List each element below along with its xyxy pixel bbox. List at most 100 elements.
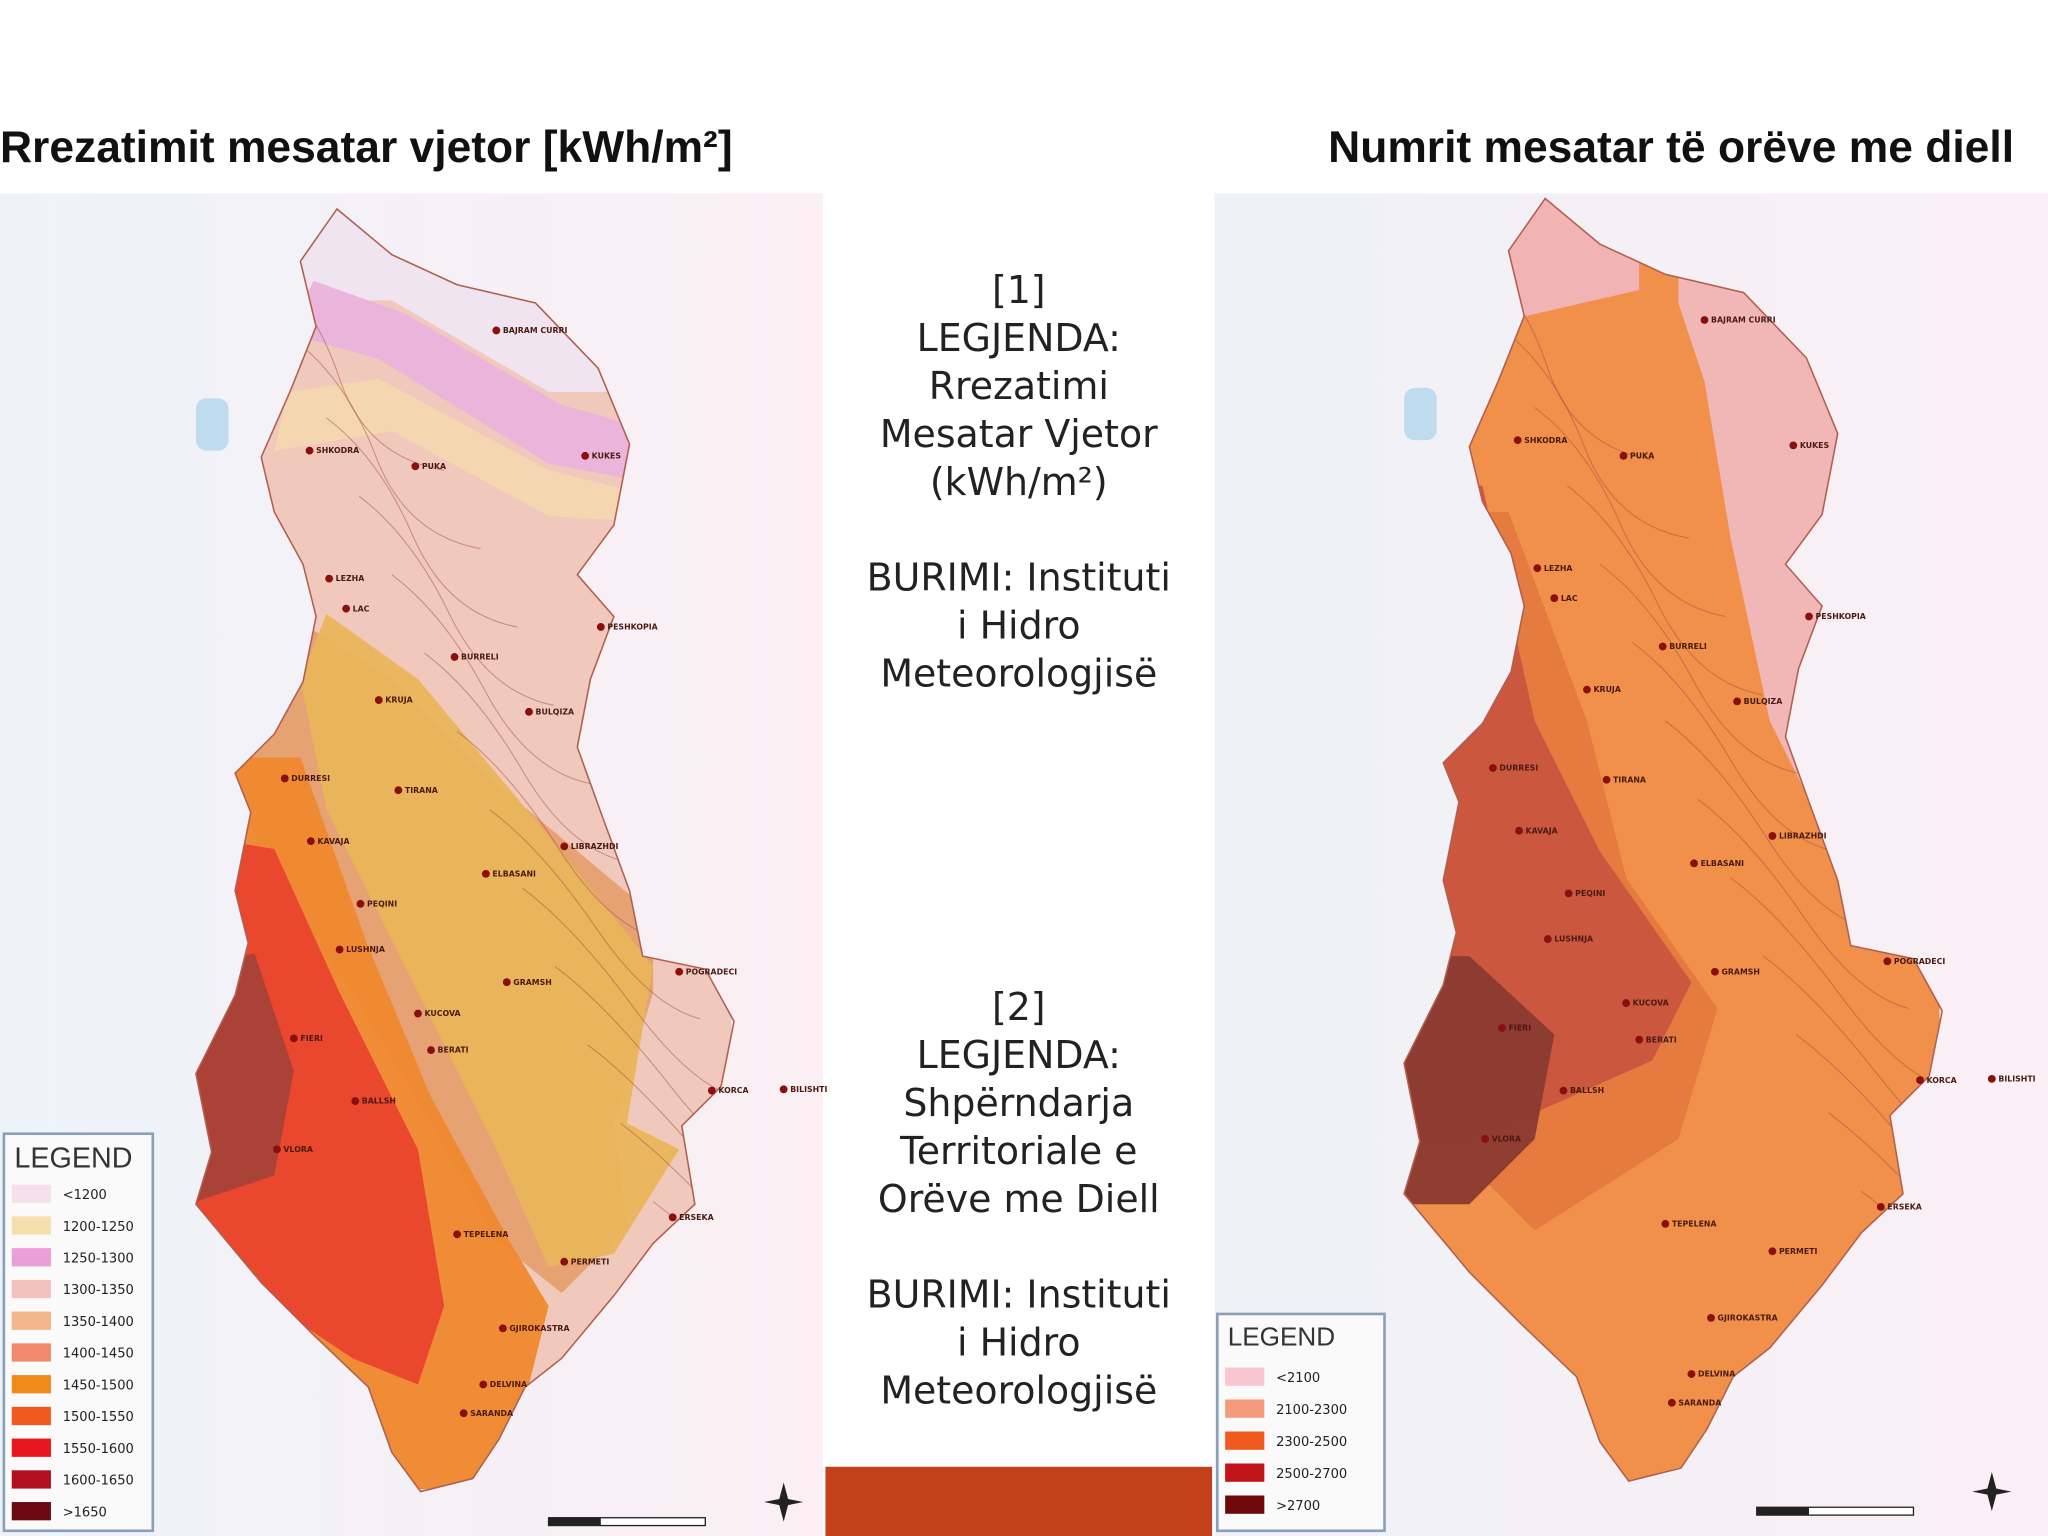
city-label: LAC — [1561, 594, 1578, 603]
city-dot — [1883, 957, 1892, 966]
legend-swatch — [11, 1502, 51, 1521]
legend-label: <1200 — [63, 1188, 107, 1203]
accent-bar — [825, 1466, 1213, 1536]
legend-label: 1300-1350 — [63, 1283, 134, 1298]
city-dot — [1543, 935, 1552, 944]
city-dot — [525, 707, 533, 716]
city-label: TIRANA — [405, 786, 439, 795]
city-label: DELVINA — [490, 1380, 528, 1389]
right-legend: LEGEND <2100 2100-2300 2300-2500 2500-2700 >2… — [1215, 1312, 1386, 1533]
city-label: PUKA — [1630, 451, 1655, 460]
legend-label: 2500-2700 — [1276, 1467, 1347, 1482]
legend-swatch — [11, 1406, 51, 1426]
city-dot — [1690, 859, 1698, 868]
river — [424, 652, 628, 863]
city-dot — [481, 869, 490, 878]
city-dot — [596, 623, 605, 631]
city-label: ERSEKA — [679, 1213, 714, 1222]
city-dot — [272, 1145, 281, 1154]
city-label: BALLSH — [362, 1097, 396, 1106]
city-dot — [560, 842, 569, 851]
zone — [274, 378, 654, 523]
city-dot — [342, 604, 351, 613]
river — [1828, 1112, 1943, 1323]
city-dot — [1635, 1035, 1644, 1044]
note-line: Territoriale e — [899, 1129, 1137, 1173]
river — [1697, 798, 1909, 1009]
city-dot — [356, 899, 365, 908]
city-label: LAC — [353, 604, 370, 613]
city-label: ELBASANI — [1701, 859, 1745, 868]
city-label: BURRELI — [461, 653, 499, 662]
city-label: BILISHTI — [790, 1085, 827, 1094]
river — [554, 966, 735, 1177]
city-label: BULQIZA — [1744, 697, 1784, 706]
city-label: KRUJA — [1593, 685, 1621, 694]
city-label: KUCOVA — [424, 1009, 461, 1018]
city-dot — [1533, 564, 1542, 573]
city-label: KAVAJA — [317, 837, 350, 846]
city-dot — [427, 1046, 435, 1055]
legend-swatch — [1225, 1431, 1265, 1450]
scale-bar-fill — [548, 1517, 601, 1526]
city-dot — [1481, 1135, 1489, 1143]
city-dot — [1768, 1247, 1777, 1256]
city-dot — [498, 1324, 507, 1333]
legend-label: 1400-1450 — [63, 1347, 134, 1362]
city-label: BULQIZA — [536, 707, 576, 716]
legend-label: 1500-1550 — [63, 1410, 134, 1425]
city-dot — [325, 574, 334, 583]
map-outline — [1403, 197, 1944, 1483]
city-dot — [779, 1085, 788, 1094]
city-label: FIERI — [300, 1034, 323, 1043]
city-label: PERMETI — [571, 1257, 610, 1266]
legend-label: 2100-2300 — [1276, 1403, 1347, 1418]
compass — [1972, 1472, 2012, 1512]
city-label: KORCA — [718, 1086, 749, 1095]
city-dot — [1583, 685, 1591, 694]
city-label: PUKA — [422, 462, 447, 471]
note-line: Orëve me Diell — [878, 1177, 1160, 1221]
city-dot — [1667, 1398, 1676, 1407]
city-label: KUCOVA — [1633, 999, 1670, 1008]
city-label: BAJRAM CURRI — [503, 326, 568, 335]
legend-swatch — [1225, 1367, 1265, 1386]
city-dot — [306, 837, 315, 846]
note-source: BURIMI: Instituti — [867, 556, 1171, 600]
city-dot — [1564, 889, 1573, 898]
city-dot — [1550, 594, 1559, 603]
legend-title: LEGEND — [1228, 1321, 1335, 1351]
city-label: BERATI — [1646, 1035, 1677, 1044]
city-dot — [1987, 1074, 1996, 1083]
city-label: LUSHNJA — [1554, 935, 1594, 944]
note-source: Meteorologjisë — [880, 651, 1157, 695]
city-label: GJIROKASTRA — [509, 1324, 570, 1333]
city-dot — [1707, 1313, 1715, 1322]
city-dot — [1658, 642, 1667, 651]
city-label: FIERI — [1509, 1024, 1532, 1033]
left-title: Rrezatimit mesatar vjetor [kWh/m²] — [0, 123, 733, 172]
map-outline — [195, 207, 735, 1493]
river — [1632, 642, 1836, 853]
note-line: [2] — [992, 985, 1046, 1029]
river — [489, 809, 701, 1020]
city-label: LIBRAZHDI — [1779, 832, 1827, 841]
city-dot — [668, 1213, 677, 1222]
river — [326, 417, 518, 628]
maps: BAJRAM CURRI SHKODRA PUKA KUKES LEZHA PESHKOP… — [2, 197, 2036, 1533]
city-label: VLORA — [283, 1145, 313, 1154]
city-label: VLORA — [1492, 1135, 1522, 1144]
city-label: POGRADECI — [686, 967, 737, 976]
city-label: BAJRAM CURRI — [1711, 316, 1776, 325]
city-label: KUKES — [592, 451, 622, 460]
city-dot — [492, 326, 501, 335]
right-title: Numrit mesatar të orëve me diell — [1328, 123, 2014, 172]
city-label: LIBRAZHDI — [571, 842, 619, 851]
city-label: ELBASANI — [492, 869, 536, 878]
city-dot — [1789, 441, 1798, 450]
city-dot — [351, 1097, 360, 1105]
note-line: Mesatar Vjetor — [880, 412, 1158, 456]
city-dot — [707, 1086, 716, 1095]
